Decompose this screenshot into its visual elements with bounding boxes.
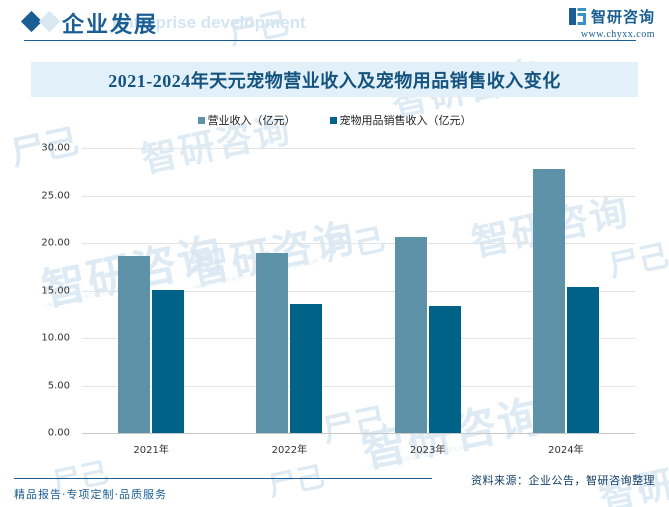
legend-item-series-0[interactable]: 营业收入（亿元） bbox=[197, 112, 296, 128]
diamond-ghost-icon bbox=[38, 10, 61, 33]
bar-2024年-series-1[interactable] bbox=[566, 287, 599, 433]
legend-label: 宠物用品销售收入（亿元） bbox=[339, 114, 472, 127]
brand-url[interactable]: www.chyxx.com bbox=[580, 29, 655, 40]
y-axis-tick-label: 30.00 bbox=[41, 142, 70, 154]
legend-item-series-1[interactable]: 宠物用品销售收入（亿元） bbox=[329, 112, 472, 128]
gridline bbox=[82, 195, 635, 197]
gridline bbox=[82, 148, 635, 149]
bar-2024年-series-0[interactable] bbox=[532, 168, 565, 433]
legend-swatch-icon bbox=[329, 116, 337, 124]
brand-block: 智研咨询 www.chyxx.com bbox=[568, 6, 655, 40]
page-header: Enterprise development 企业发展 智研咨询 www.chy… bbox=[0, 0, 669, 48]
x-axis-tick-label: 2023年 bbox=[409, 445, 446, 456]
bar-2022年-series-1[interactable] bbox=[290, 304, 323, 433]
header-title-en: Enterprise development bbox=[112, 13, 306, 32]
header-title-cn: 企业发展 bbox=[62, 12, 159, 37]
source-note: 资料来源：企业公告，智研咨询整理 bbox=[471, 474, 655, 487]
x-axis-tick-label: 2024年 bbox=[548, 445, 584, 456]
legend-swatch-icon bbox=[197, 116, 205, 124]
footer-divider bbox=[14, 478, 432, 479]
y-axis-tick-label: 25.00 bbox=[41, 190, 70, 201]
chart-title: 2021-2024年天元宠物营业收入及宠物用品销售收入变化 bbox=[108, 70, 561, 91]
x-axis-tick-label: 2021年 bbox=[133, 445, 169, 456]
y-axis-tick-label: 20.00 bbox=[41, 237, 70, 249]
chyxx-logo-icon bbox=[568, 8, 586, 25]
footer-slogan: 精品报告·专项定制·品质服务 bbox=[14, 488, 167, 501]
header-divider bbox=[24, 40, 636, 41]
y-axis-tick-label: 10.00 bbox=[41, 332, 70, 344]
brand-name: 智研咨询 bbox=[590, 10, 655, 26]
bar-2022年-series-0[interactable] bbox=[256, 252, 289, 433]
y-axis-tick-label: 0.00 bbox=[47, 427, 70, 439]
gridline bbox=[82, 338, 635, 339]
chart-legend: 营业收入（亿元） 宠物用品销售收入（亿元） bbox=[0, 112, 669, 128]
x-axis-line bbox=[82, 433, 635, 434]
gridline bbox=[82, 385, 635, 387]
bar-2021年-series-0[interactable] bbox=[118, 256, 151, 433]
legend-label: 营业收入（亿元） bbox=[207, 114, 296, 127]
gridline bbox=[82, 290, 635, 292]
y-axis-tick-label: 5.00 bbox=[47, 380, 70, 391]
bar-2023年-series-0[interactable] bbox=[394, 236, 427, 433]
bar-2023年-series-1[interactable] bbox=[428, 305, 461, 433]
x-axis-tick-label: 2022年 bbox=[271, 445, 308, 456]
gridline bbox=[82, 243, 635, 244]
chart-title-band bbox=[31, 62, 638, 97]
bar-2021年-series-1[interactable] bbox=[152, 290, 185, 433]
y-axis-tick-label: 15.00 bbox=[41, 285, 70, 296]
